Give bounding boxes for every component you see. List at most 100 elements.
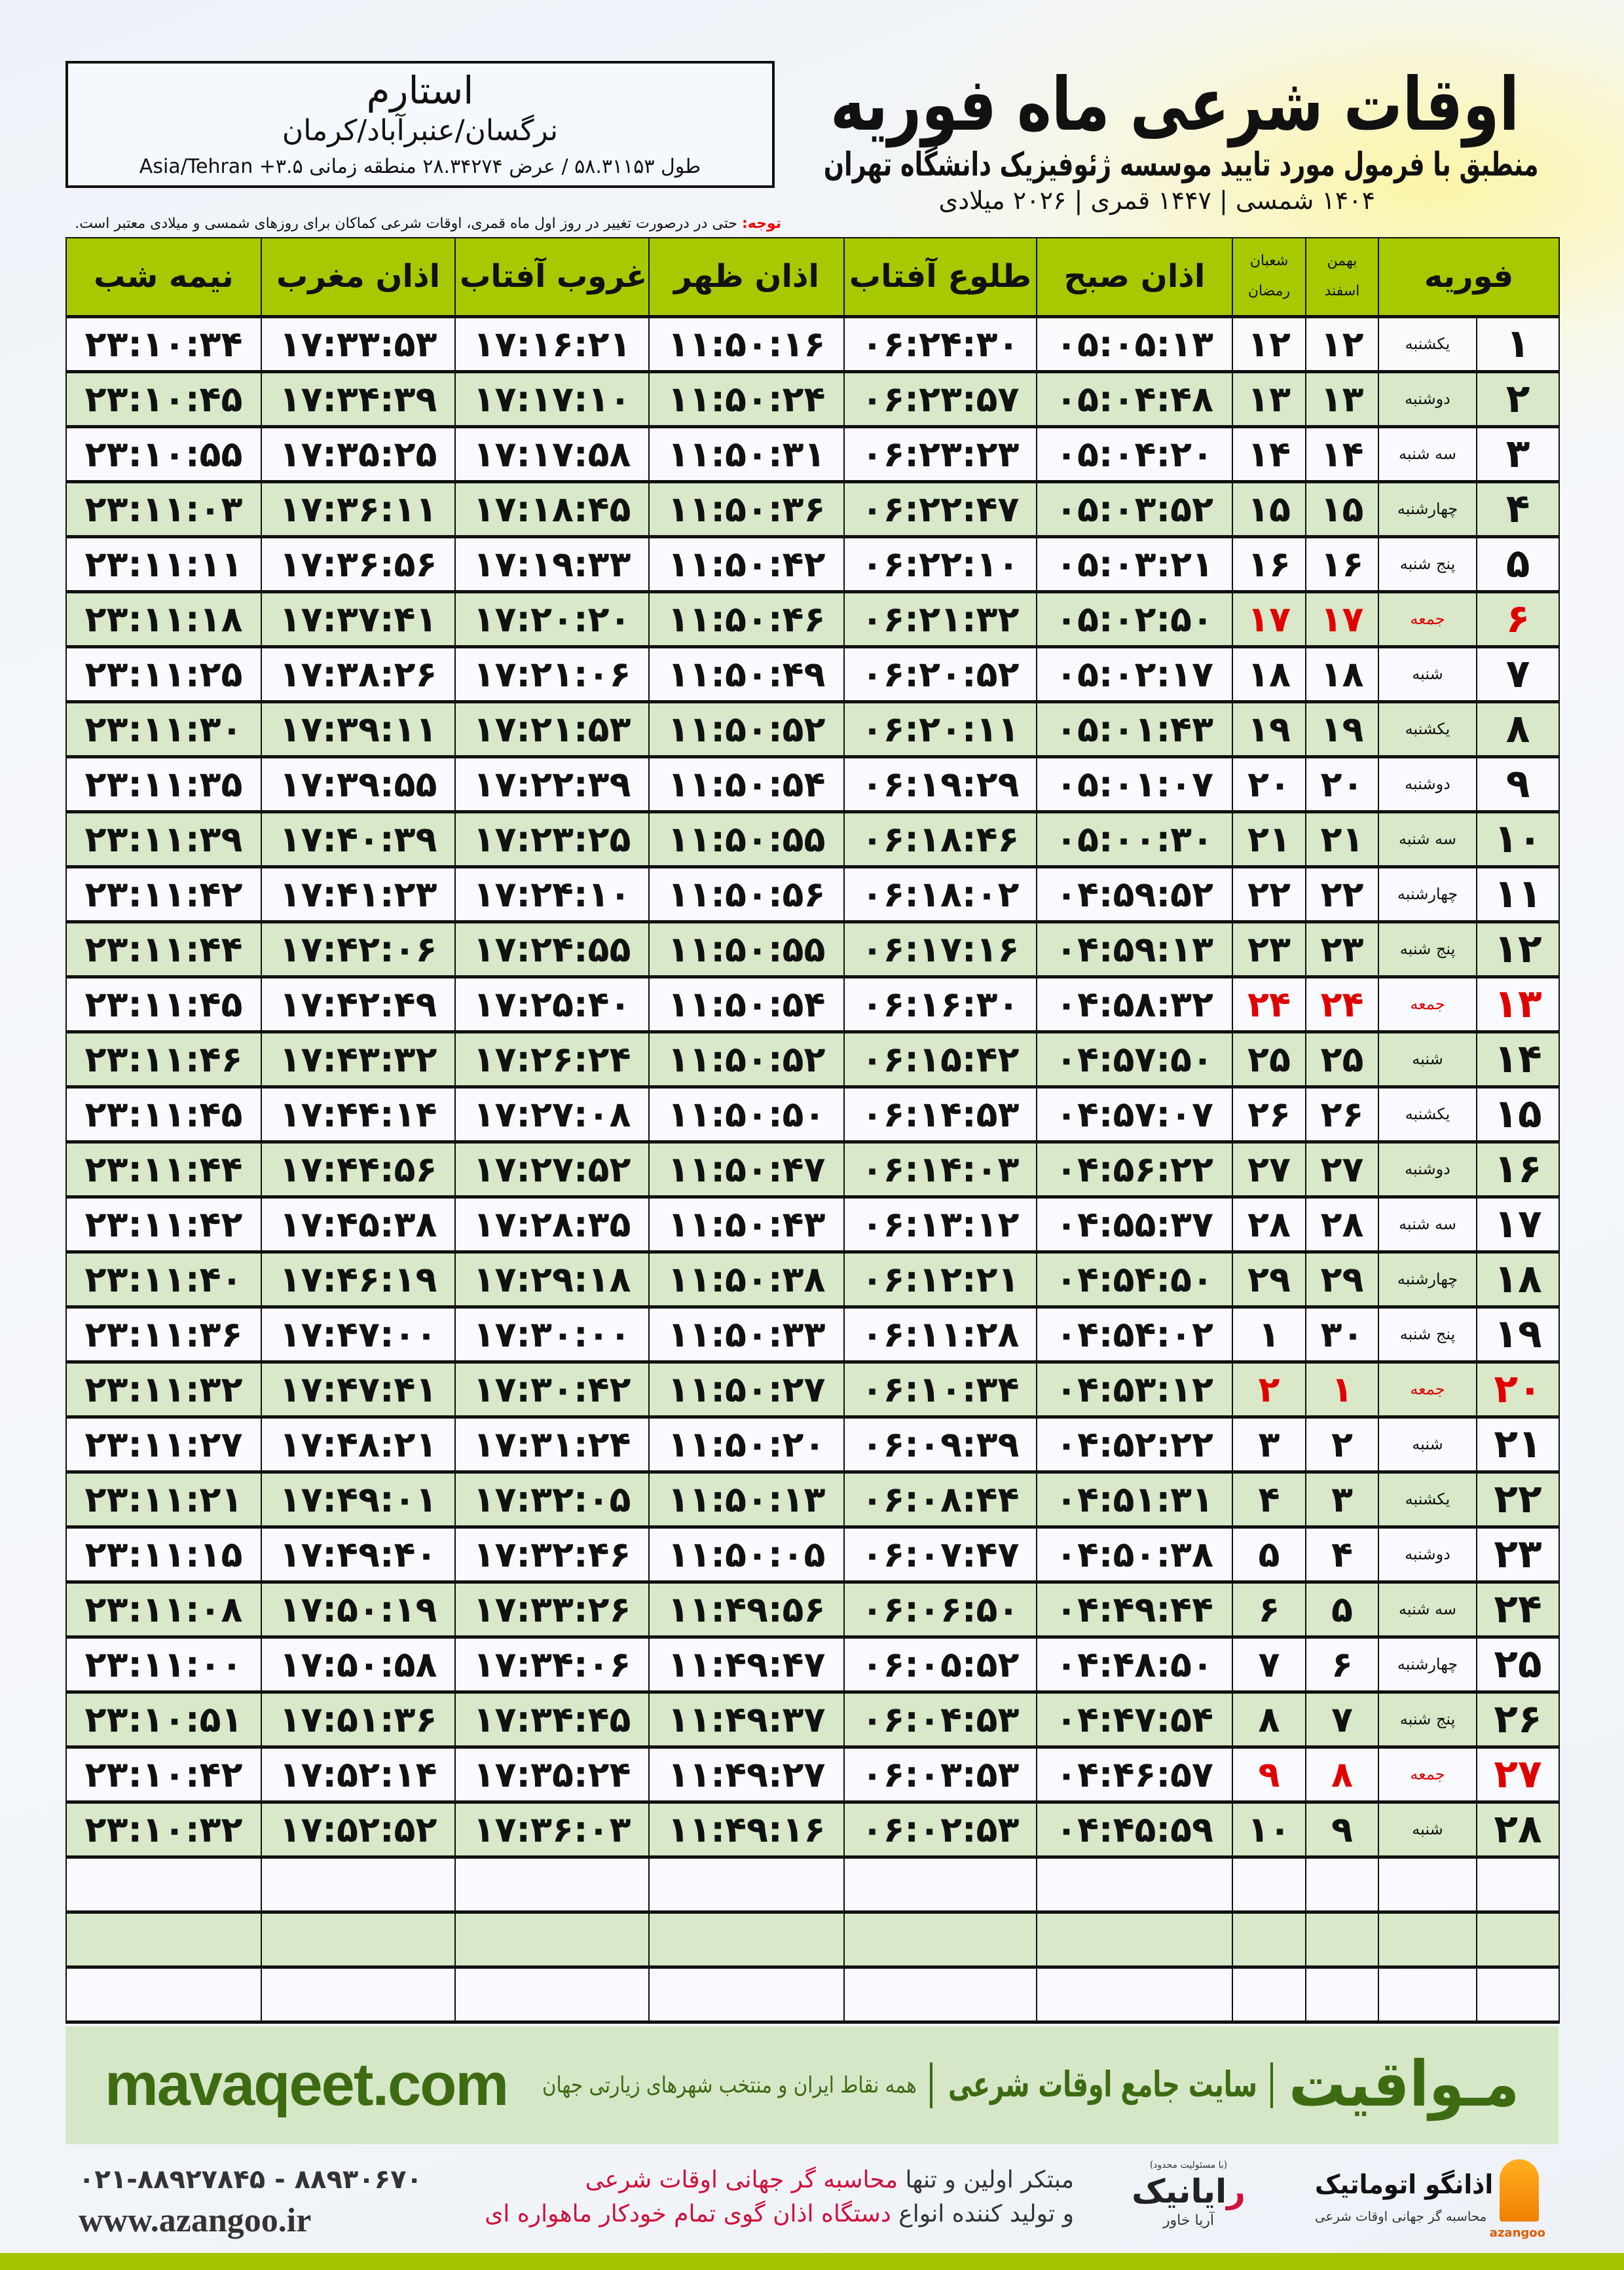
cell-maghrib: ۱۷:۴۱:۲۳ — [261, 866, 456, 922]
empty-row — [65, 1966, 1560, 2022]
cell-sunset-text: ۱۷:۲۷:۵۲ — [473, 1148, 631, 1190]
mavaqeet-url-wrap[interactable]: mavaqeet.com — [105, 2049, 524, 2121]
cell-day-text: ۱ — [1505, 321, 1530, 367]
empty-cell — [1476, 1856, 1560, 1912]
cell-fajr-text: ۰۴:۴۷:۵۴ — [1056, 1698, 1213, 1740]
cell-shamsi: ۲۰ — [1305, 756, 1379, 812]
cell-sunrise: ۰۶:۰۵:۵۲ — [843, 1636, 1037, 1692]
cell-sunset: ۱۷:۱۷:۵۸ — [454, 426, 650, 482]
cell-lunar: ۱ — [1232, 1306, 1306, 1362]
cell-sunset-text: ۱۷:۲۰:۲۰ — [473, 598, 631, 640]
mavaqeet-url[interactable]: mavaqeet.com — [105, 2051, 509, 2118]
cell-fajr-text: ۰۵:۰۴:۴۸ — [1056, 378, 1213, 420]
cell-sunrise: ۰۶:۱۵:۴۲ — [843, 1031, 1037, 1087]
cell-sunrise: ۰۶:۲۲:۱۰ — [843, 536, 1037, 592]
cell-midnight: ۲۳:۱۱:۴۵ — [65, 1086, 262, 1142]
cell-weekday: دوشنبه — [1377, 1526, 1478, 1582]
cell-sunrise: ۰۶:۱۴:۵۳ — [843, 1086, 1037, 1142]
cell-midnight-text: ۲۳:۱۱:۲۱ — [84, 1478, 243, 1520]
cell-lunar: ۲۱ — [1232, 811, 1306, 867]
cell-sunset-text: ۱۷:۲۴:۵۵ — [473, 928, 631, 970]
cell-lunar: ۴ — [1232, 1471, 1306, 1527]
cell-weekday: دوشنبه — [1377, 1141, 1478, 1197]
cell-lunar: ۱۸ — [1232, 646, 1306, 702]
cell-shamsi: ۲۳ — [1305, 921, 1379, 977]
cell-maghrib-text: ۱۷:۴۷:۰۰ — [279, 1313, 437, 1355]
cell-sunrise-text: ۰۶:۱۷:۱۶ — [861, 928, 1020, 970]
cell-fajr-text: ۰۴:۵۸:۳۲ — [1056, 983, 1213, 1025]
table-row: ۱۸ چهارشنبه ۲۹ ۲۹ ۰۴:۵۴:۵۰ ۰۶:۱۲:۲۱ ۱۱:۵۰:۳۸ ۱۷… — [65, 1251, 1560, 1307]
table-row: ۷ شنبه ۱۸ ۱۸ ۰۵:۰۲:۱۷ ۰۶:۲۰:۵۲ ۱۱:۵۰:۴۹ ۱۷:۲۱:۰… — [65, 646, 1560, 702]
cell-midnight: ۲۳:۱۱:۴۲ — [65, 866, 262, 922]
cell-sunset-text: ۱۷:۱۶:۲۱ — [473, 323, 631, 365]
mavaqeet-tagline: همه نقاط ایران و منتخب شهرهای زیارتی جها… — [542, 2072, 917, 2098]
cell-dhuhr-text: ۱۱:۵۰:۱۳ — [667, 1478, 826, 1520]
cell-shamsi: ۸ — [1305, 1746, 1379, 1802]
cell-maghrib: ۱۷:۵۰:۵۸ — [261, 1636, 456, 1692]
cell-sunrise: ۰۶:۱۱:۲۸ — [843, 1306, 1037, 1362]
cell-shamsi: ۹ — [1305, 1801, 1379, 1857]
cell-sunset-text: ۱۷:۳۵:۲۴ — [473, 1753, 631, 1795]
cell-weekday-text: دوشنبه — [1405, 775, 1450, 793]
location-name: استارم — [366, 68, 474, 113]
cell-sunrise: ۰۶:۱۶:۳۰ — [843, 976, 1037, 1032]
cell-dhuhr: ۱۱:۵۰:۰۵ — [648, 1526, 845, 1582]
cell-dhuhr: ۱۱:۵۰:۱۳ — [648, 1471, 845, 1527]
rayanik-small: (با مسئولیت محدود) — [1149, 2160, 1228, 2170]
cell-day-text: ۲۲ — [1494, 1476, 1542, 1522]
cell-sunrise-text: ۰۶:۱۱:۲۸ — [861, 1313, 1020, 1355]
cell-sunrise: ۰۶:۰۶:۵۰ — [843, 1581, 1037, 1637]
cell-sunset: ۱۷:۲۹:۱۸ — [454, 1251, 650, 1307]
cell-dhuhr-text: ۱۱:۴۹:۳۷ — [667, 1698, 826, 1740]
cell-dhuhr: ۱۱:۵۰:۲۴ — [648, 371, 845, 427]
cell-midnight: ۲۳:۱۰:۴۲ — [65, 1746, 262, 1802]
azangoo-website[interactable]: www.azangoo.ir — [79, 2202, 312, 2239]
cell-day: ۱۹ — [1476, 1306, 1560, 1362]
cell-maghrib-text: ۱۷:۴۹:۴۰ — [279, 1533, 437, 1575]
cell-midnight: ۲۳:۱۱:۴۶ — [65, 1031, 262, 1087]
cell-midnight: ۲۳:۱۱:۰۸ — [65, 1581, 262, 1637]
empty-cell — [65, 1856, 262, 1912]
cell-midnight: ۲۳:۱۰:۵۵ — [65, 426, 262, 482]
cell-weekday-text: سه شنبه — [1398, 1215, 1457, 1233]
cell-day-text: ۲۵ — [1494, 1641, 1542, 1687]
cell-sunset-text: ۱۷:۲۸:۳۵ — [473, 1203, 631, 1245]
cell-day-text: ۷ — [1505, 651, 1530, 697]
cell-maghrib: ۱۷:۴۴:۱۴ — [261, 1086, 456, 1142]
cell-lunar-text: ۶ — [1258, 1588, 1280, 1630]
cell-sunset: ۱۷:۲۶:۲۴ — [454, 1031, 650, 1087]
cell-day: ۲۵ — [1476, 1636, 1560, 1692]
cell-shamsi: ۲۷ — [1305, 1141, 1379, 1197]
location-coordinates-wrap: طول ۵۸.۳۱۱۵۳ / عرض ۲۸.۳۴۲۷۴ منطقه زمانی … — [68, 153, 772, 181]
cell-midnight: ۲۳:۱۱:۳۵ — [65, 756, 262, 812]
promo-line1-wrap: مبتکر اولین و تنها محاسبه گر جهانی اوقات… — [471, 2163, 1074, 2197]
calendar-years: ۱۴۰۴ شمسی | ۱۴۴۷ قمری | ۲۰۲۶ میلادی — [938, 186, 1375, 215]
cell-lunar-text: ۴ — [1258, 1478, 1280, 1520]
table-row: ۱۱ چهارشنبه ۲۲ ۲۲ ۰۴:۵۹:۵۲ ۰۶:۱۸:۰۲ ۱۱:۵۰:۵۶ ۱۷… — [65, 866, 1560, 922]
cell-lunar: ۸ — [1232, 1691, 1306, 1747]
cell-fajr: ۰۴:۴۶:۵۷ — [1036, 1746, 1233, 1802]
empty-cell — [1377, 1966, 1478, 2022]
cell-weekday-text: پنج شنبه — [1399, 555, 1456, 573]
cell-lunar: ۲۰ — [1232, 756, 1306, 812]
promo-line1: مبتکر اولین و تنها — [898, 2167, 1074, 2193]
cell-day-text: ۲۷ — [1494, 1751, 1542, 1797]
cell-midnight-text: ۲۳:۱۰:۳۲ — [84, 1808, 243, 1850]
cell-lunar: ۱۲ — [1232, 316, 1306, 372]
cell-midnight: ۲۳:۱۰:۳۴ — [65, 316, 262, 372]
cell-fajr: ۰۴:۵۱:۳۱ — [1036, 1471, 1233, 1527]
cell-shamsi: ۲۶ — [1305, 1086, 1379, 1142]
cell-fajr-text: ۰۵:۰۰:۳۰ — [1056, 818, 1213, 860]
cell-dhuhr: ۱۱:۵۰:۵۴ — [648, 976, 845, 1032]
cell-dhuhr-text: ۱۱:۵۰:۵۵ — [667, 928, 826, 970]
cell-midnight: ۲۳:۱۱:۱۵ — [65, 1526, 262, 1582]
cell-shamsi-text: ۱۹ — [1320, 708, 1364, 750]
cell-shamsi-text: ۲۸ — [1320, 1203, 1364, 1245]
header-month-cell: فوریه — [1377, 237, 1560, 318]
header-midnight-cell: نیمه شب — [65, 237, 262, 318]
azangoo-website-wrap[interactable]: www.azangoo.ir — [79, 2201, 445, 2241]
header-maghrib: اذان مغرب — [276, 258, 441, 295]
cell-fajr: ۰۴:۵۲:۲۲ — [1036, 1416, 1233, 1472]
cell-midnight-text: ۲۳:۱۱:۴۵ — [84, 1093, 243, 1135]
cell-maghrib: ۱۷:۳۳:۵۳ — [261, 316, 456, 372]
